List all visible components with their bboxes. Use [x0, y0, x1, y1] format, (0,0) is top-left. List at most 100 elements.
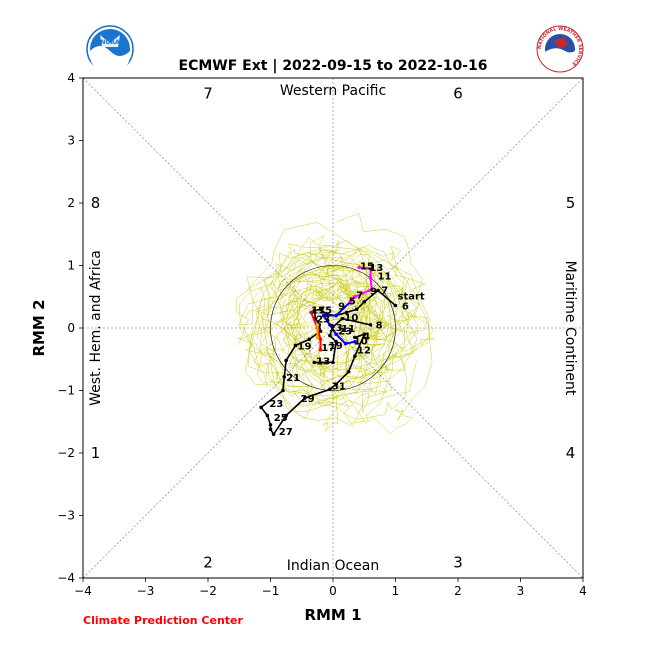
week4-point: [315, 323, 320, 327]
observed-point: [318, 307, 323, 312]
ensemble-track: [284, 268, 384, 373]
week1-point: [353, 294, 357, 299]
ensemble-track: [263, 248, 407, 395]
ensemble-track: [245, 236, 418, 371]
observed-point: [376, 288, 380, 293]
region-label-left: West. Hem. and Africa: [88, 250, 104, 406]
ensemble-track: [236, 258, 435, 352]
nws-logo: NATIONAL WEATHER SERVICE: [536, 25, 584, 73]
ensemble-track: [260, 288, 385, 390]
week3-line: [310, 312, 322, 350]
y-tick-label: 1: [67, 259, 75, 273]
forecast-point: [334, 339, 338, 344]
y-tick-label: 3: [67, 134, 75, 148]
observed-point: [303, 396, 307, 400]
forecast-point: [368, 323, 373, 327]
point-label: 19: [298, 342, 312, 353]
x-tick-label: 4: [579, 584, 587, 598]
point-label: 23: [338, 327, 352, 338]
point-label: 10: [344, 313, 358, 324]
phase-number: 4: [566, 444, 576, 462]
ensemble-track: [332, 213, 433, 435]
point-label: 27: [279, 427, 293, 438]
phase-number: 5: [566, 194, 576, 212]
ensemble-track: [283, 280, 379, 364]
observed-point: [354, 307, 359, 312]
point-label: 13: [329, 323, 343, 334]
ensemble-track: [257, 265, 402, 379]
phase-number: 1: [91, 444, 101, 462]
point-label: 5: [349, 297, 356, 308]
y-axis-label: RMM 2: [30, 299, 48, 356]
y-tick-label: −3: [57, 509, 75, 523]
x-tick-label: −4: [74, 584, 92, 598]
point-label: 17: [311, 305, 325, 316]
ensemble-track: [260, 267, 408, 388]
phase-number: 7: [203, 85, 213, 103]
observed-point: [353, 354, 357, 358]
ensemble-track: [237, 299, 417, 427]
point-label: 4: [363, 332, 370, 343]
ensemble-track: [276, 246, 418, 396]
point-label: 25: [274, 413, 288, 424]
ensemble-track: [296, 306, 372, 368]
point-label: 7: [381, 285, 388, 296]
point-label: 12: [357, 345, 371, 356]
point-label: 10: [354, 337, 368, 348]
unit-circle: [270, 265, 396, 391]
observed-point: [268, 423, 273, 427]
point-label: 21: [286, 373, 300, 384]
observed-point: [393, 303, 398, 308]
region-label-top: Western Pacific: [280, 83, 386, 99]
y-tick-label: −1: [57, 384, 75, 398]
week3-point: [318, 337, 323, 342]
observed-point: [346, 369, 351, 374]
point-label: 13: [316, 357, 330, 368]
ensemble-track: [279, 284, 366, 379]
y-tick-label: 2: [67, 196, 75, 210]
ensemble-track: [238, 245, 413, 388]
y-tick-label: 0: [67, 321, 75, 335]
week4-point: [315, 335, 320, 340]
ensemble-track: [300, 287, 386, 338]
observed-point: [265, 413, 270, 418]
ensemble-track: [237, 247, 418, 424]
observed-point: [268, 427, 273, 432]
forecast-point: [328, 333, 332, 338]
y-tick-label: 4: [67, 71, 75, 85]
week2-point: [353, 339, 357, 344]
ensemble-track: [293, 256, 399, 377]
observed-point: [362, 299, 367, 304]
ensemble-track: [244, 251, 415, 420]
week1-point: [357, 265, 362, 270]
phase-number: 2: [203, 553, 213, 571]
x-tick-label: 3: [517, 584, 525, 598]
x-tick-label: −3: [137, 584, 155, 598]
x-tick-label: −1: [262, 584, 280, 598]
point-label: 29: [301, 394, 315, 405]
x-axis-label: RMM 1: [304, 606, 361, 624]
observed-point: [281, 388, 285, 393]
point-label: 8: [376, 320, 383, 331]
ensemble-track: [289, 278, 378, 356]
point-label: 19: [329, 341, 343, 352]
x-tick-label: 0: [329, 584, 337, 598]
observed-point: [312, 308, 317, 313]
week2-point: [334, 332, 338, 337]
observed-point: [318, 329, 323, 333]
forecast-point: [331, 360, 335, 365]
observed-point: [259, 405, 263, 410]
phase-numbers: 7 68 51 42 3: [91, 85, 576, 572]
point-labels: start67891113151715192123252729311312104…: [269, 262, 425, 439]
week1-point: [348, 299, 353, 304]
observed-point: [271, 432, 276, 437]
observed-point: [362, 332, 367, 337]
observed-point: [344, 310, 349, 315]
point-label: 7: [356, 290, 363, 301]
noaa-logo-text: NOAA: [100, 39, 120, 46]
point-label: 9: [338, 302, 345, 313]
observed-point: [328, 387, 332, 392]
ensemble-track: [296, 257, 404, 404]
